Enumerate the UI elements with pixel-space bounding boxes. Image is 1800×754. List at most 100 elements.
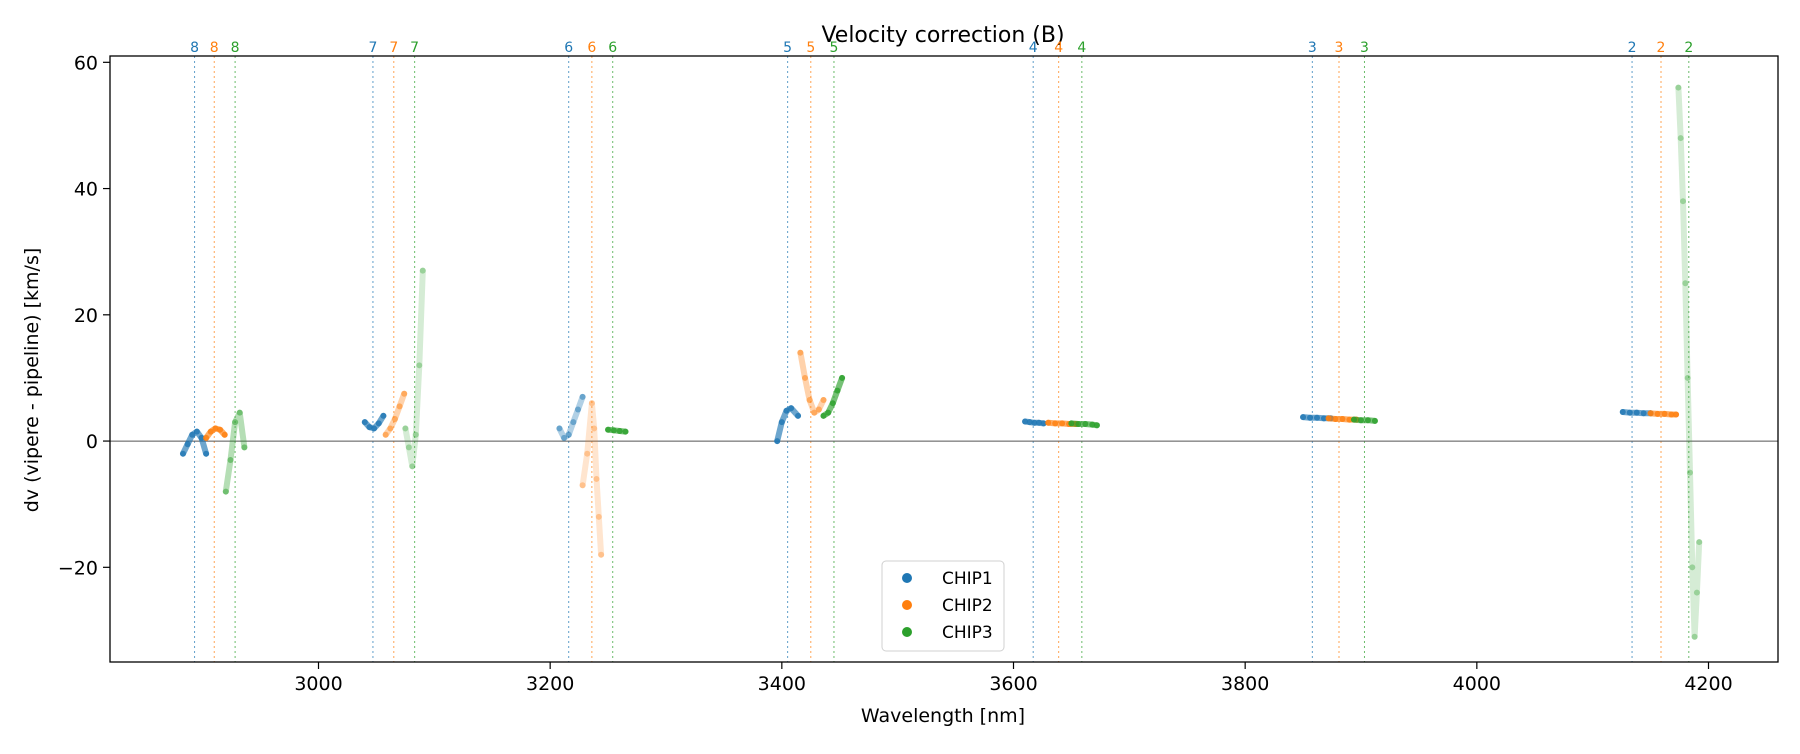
- data-point-chip1: [774, 438, 781, 445]
- y-tick-label: 20: [74, 305, 98, 327]
- data-point-chip2: [391, 415, 398, 422]
- data-point-chip2: [207, 428, 214, 435]
- data-point-chip1: [1035, 419, 1042, 426]
- data-point-chip1: [570, 419, 577, 426]
- y-tick-label: 60: [74, 52, 98, 74]
- x-tick-label: 3000: [294, 673, 342, 695]
- order-marker-label: 3: [1335, 40, 1344, 56]
- data-point-chip3: [412, 431, 419, 438]
- order-marker-label: 8: [231, 40, 240, 56]
- series-line-chip2: [797, 349, 827, 416]
- legend-marker-chip1: [902, 573, 912, 583]
- data-point-chip2: [1654, 410, 1661, 417]
- order-marker-label: 3: [1308, 40, 1317, 56]
- data-point-chip1: [1626, 409, 1633, 416]
- order-marker-label: 7: [389, 40, 398, 56]
- data-point-chip1: [1307, 414, 1314, 421]
- data-point-chip2: [598, 551, 605, 558]
- y-tick-label: 40: [74, 179, 98, 201]
- x-tick-label: 4200: [1684, 673, 1732, 695]
- legend-marker-chip2: [902, 600, 912, 610]
- order-marker-label: 5: [783, 40, 792, 56]
- legend-label-chip2: CHIP2: [942, 596, 993, 616]
- data-point-chip3: [820, 412, 827, 419]
- data-point-chip3: [1680, 198, 1687, 205]
- data-point-chip1: [574, 406, 581, 413]
- order-marker-label: 5: [806, 40, 815, 56]
- data-point-chip1: [1040, 420, 1047, 427]
- data-point-chip1: [203, 450, 210, 457]
- data-point-chip2: [1661, 410, 1668, 417]
- order-marker-label: 4: [1029, 40, 1038, 56]
- order-marker-label: 2: [1657, 40, 1666, 56]
- data-point-chip3: [241, 444, 248, 451]
- data-point-chip2: [1045, 419, 1052, 426]
- legend-label-chip1: CHIP1: [942, 569, 993, 589]
- data-point-chip2: [1059, 420, 1066, 427]
- x-tick-label: 3200: [526, 673, 574, 695]
- data-point-chip2: [1325, 415, 1332, 422]
- data-point-chip3: [1693, 589, 1700, 596]
- data-point-chip3: [1093, 422, 1100, 429]
- data-point-chip3: [622, 428, 629, 435]
- series-line-chip3: [402, 267, 426, 470]
- order-marker-label: 6: [564, 40, 573, 56]
- legend-marker-chip3: [902, 627, 912, 637]
- data-point-chip1: [366, 424, 373, 431]
- order-marker-label: 8: [190, 40, 199, 56]
- series-line-chip3: [820, 374, 846, 419]
- data-point-chip2: [1052, 420, 1059, 427]
- data-point-chip3: [1364, 417, 1371, 424]
- data-point-chip2: [584, 450, 591, 457]
- data-point-chip3: [1686, 469, 1693, 476]
- data-point-chip2: [1647, 410, 1654, 417]
- x-tick-label: 4000: [1453, 673, 1501, 695]
- data-point-chip2: [203, 434, 210, 441]
- x-tick-label: 3400: [758, 673, 806, 695]
- x-tick-label: 3600: [989, 673, 1037, 695]
- y-tick-label: −20: [58, 557, 98, 579]
- y-axis-label: dv (vipere - pipeline) [km/s]: [21, 248, 43, 513]
- legend-label-chip3: CHIP3: [942, 623, 993, 643]
- order-marker-label: 7: [368, 40, 377, 56]
- data-point-chip2: [1668, 411, 1675, 418]
- order-marker-label: 4: [1054, 40, 1063, 56]
- data-point-chip1: [778, 419, 785, 426]
- data-point-chip2: [595, 513, 602, 520]
- data-point-chip1: [795, 412, 802, 419]
- data-point-chip1: [1633, 409, 1640, 416]
- data-point-chip3: [1068, 420, 1075, 427]
- data-point-chip2: [815, 406, 822, 413]
- data-point-chip1: [561, 434, 568, 441]
- data-point-chip3: [1689, 564, 1696, 571]
- data-point-chip1: [1300, 414, 1307, 421]
- data-point-chip1: [371, 425, 378, 432]
- data-point-chip1: [361, 419, 368, 426]
- data-point-chip3: [402, 425, 409, 432]
- data-point-chip1: [1022, 418, 1029, 425]
- data-point-chip1: [380, 412, 387, 419]
- data-point-chip1: [193, 428, 200, 435]
- legend-box: [881, 560, 1005, 652]
- data-point-chip2: [382, 431, 389, 438]
- data-point-chip2: [579, 482, 586, 489]
- data-point-chip1: [375, 420, 382, 427]
- data-point-chip2: [1673, 411, 1680, 418]
- order-marker-label: 6: [608, 40, 617, 56]
- series-line-chip3: [1675, 84, 1703, 640]
- data-point-chip1: [1640, 410, 1647, 417]
- order-marker-label: 8: [210, 40, 219, 56]
- data-point-chip3: [1082, 421, 1089, 428]
- data-point-chip3: [1371, 417, 1378, 424]
- data-point-chip3: [605, 426, 612, 433]
- data-point-chip1: [783, 407, 790, 414]
- series-line-chip3: [1351, 416, 1378, 424]
- data-point-chip3: [409, 463, 416, 470]
- data-point-chip1: [1313, 414, 1320, 421]
- x-tick-label: 3800: [1221, 673, 1269, 695]
- data-point-chip2: [212, 425, 219, 432]
- data-point-chip3: [419, 267, 426, 274]
- data-point-chip3: [1682, 280, 1689, 287]
